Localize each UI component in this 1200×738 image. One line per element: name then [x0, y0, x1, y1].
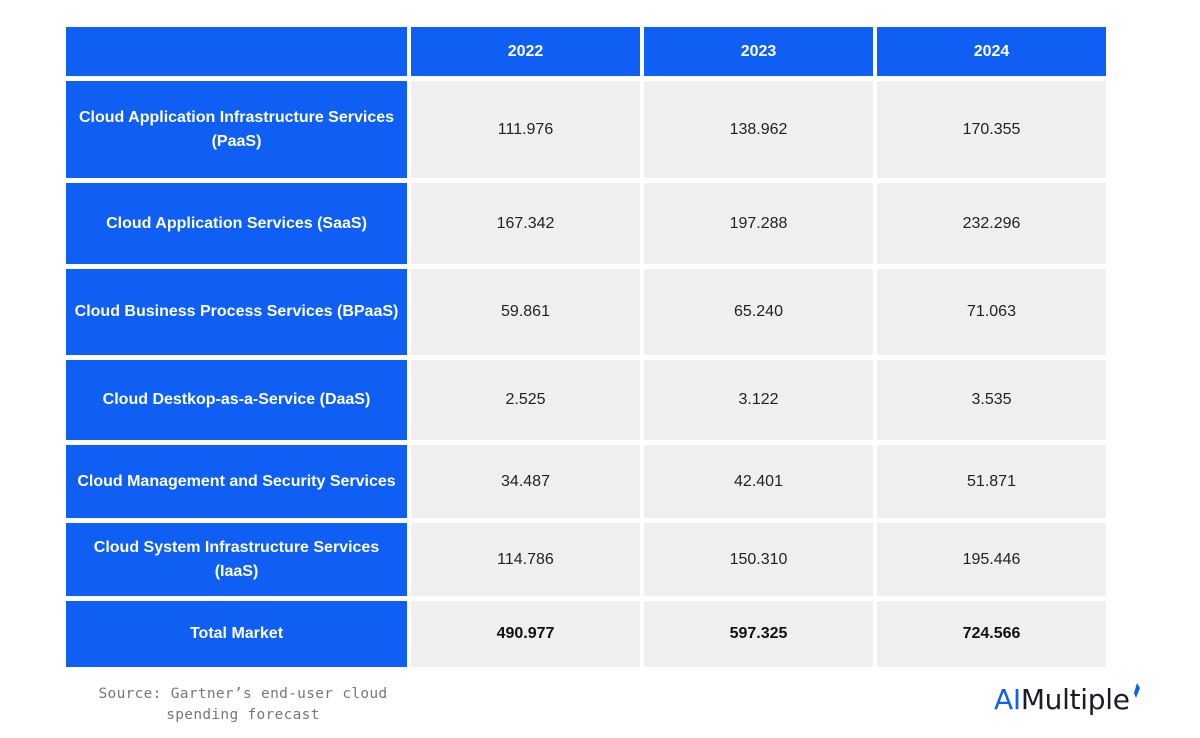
cell-daas-2024: 3.535 [877, 360, 1106, 440]
header-empty-cell [66, 27, 407, 76]
cell-iaas-2024: 195.446 [877, 523, 1106, 596]
cell-bpaas-2023: 65.240 [644, 269, 873, 355]
logo-multiple-text: Multiple [1020, 683, 1130, 716]
row-label-iaas: Cloud System Infrastructure Services (Ia… [66, 523, 407, 596]
logo-ai-text: AI [994, 683, 1021, 716]
cell-saas-2023: 197.288 [644, 183, 873, 264]
cell-daas-2023: 3.122 [644, 360, 873, 440]
cell-saas-2024: 232.296 [877, 183, 1106, 264]
cell-management-2023: 42.401 [644, 445, 873, 518]
cell-bpaas-2022: 59.861 [411, 269, 640, 355]
aimultiple-logo: AI Multiple [994, 683, 1141, 723]
cell-iaas-2022: 114.786 [411, 523, 640, 596]
logo-spark-icon [1133, 683, 1140, 698]
spending-table: 2022 2023 2024 Cloud Application Infrast… [66, 27, 1106, 667]
row-label-paas: Cloud Application Infrastructure Service… [66, 81, 407, 178]
cell-management-2024: 51.871 [877, 445, 1106, 518]
header-2022: 2022 [411, 27, 640, 76]
row-label-management-security: Cloud Management and Security Services [66, 445, 407, 518]
cell-total-2022: 490.977 [411, 601, 640, 667]
header-2024: 2024 [877, 27, 1106, 76]
cell-bpaas-2024: 71.063 [877, 269, 1106, 355]
cell-total-2023: 597.325 [644, 601, 873, 667]
header-2023: 2023 [644, 27, 873, 76]
cell-saas-2022: 167.342 [411, 183, 640, 264]
source-note: Source: Gartner’s end-user cloud spendin… [98, 686, 388, 723]
cell-management-2022: 34.487 [411, 445, 640, 518]
cell-iaas-2023: 150.310 [644, 523, 873, 596]
cell-paas-2023: 138.962 [644, 81, 873, 178]
cell-paas-2024: 170.355 [877, 81, 1106, 178]
cell-daas-2022: 2.525 [411, 360, 640, 440]
row-label-bpaas: Cloud Business Process Services (BPaaS) [66, 269, 407, 355]
cell-total-2024: 724.566 [877, 601, 1106, 667]
cell-paas-2022: 111.976 [411, 81, 640, 178]
row-label-total-market: Total Market [66, 601, 407, 667]
row-label-saas: Cloud Application Services (SaaS) [66, 183, 407, 264]
row-label-daas: Cloud Destkop-as-a-Service (DaaS) [66, 360, 407, 440]
